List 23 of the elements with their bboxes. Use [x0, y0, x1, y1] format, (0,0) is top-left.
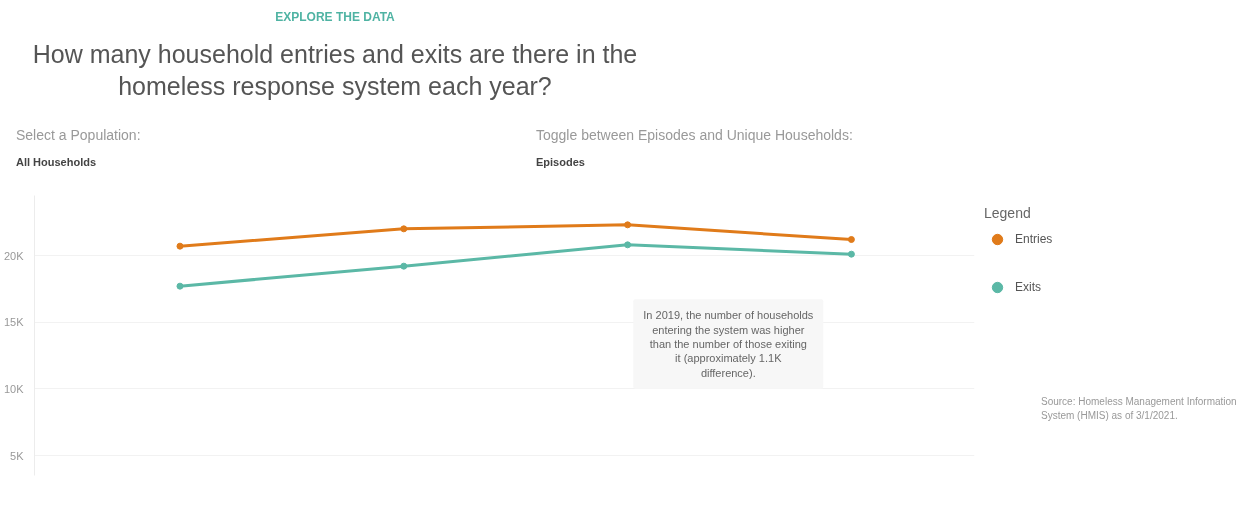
- legend-label: Entries: [1015, 232, 1054, 246]
- point: [847, 250, 855, 258]
- text: Select a Population:: [16, 126, 142, 145]
- point: [176, 242, 184, 250]
- point: [400, 262, 408, 270]
- point: [400, 225, 408, 233]
- y-tick-label: 20K: [3, 249, 25, 262]
- legend-title: Legend: [984, 205, 1032, 221]
- point: [624, 241, 632, 249]
- source-note: Source: Homeless Management Information System (HMIS) as of 3/1/2021.: [1041, 395, 1238, 424]
- text: Episodes: [536, 155, 586, 170]
- chart-title: How many household entries and exits are there in the homeless response system each year?: [31, 39, 639, 103]
- text: All Households: [16, 155, 98, 170]
- text: Toggle between Episodes and Unique Households:: [536, 126, 854, 145]
- annotation: In 2019, the number of households entering the system was higher than the number of those exiting it (approximately 1.1K difference).: [643, 309, 814, 379]
- y-tick-label: 5K: [10, 449, 25, 462]
- point: [847, 236, 855, 243]
- point: [624, 221, 632, 229]
- point: [176, 282, 184, 290]
- chart-subtitle: EXPLORE THE DATA: [274, 9, 396, 26]
- y-tick-label: 15K: [3, 316, 25, 329]
- y-tick-label: 10K: [3, 382, 25, 395]
- legend-label: Exits: [1015, 280, 1042, 294]
